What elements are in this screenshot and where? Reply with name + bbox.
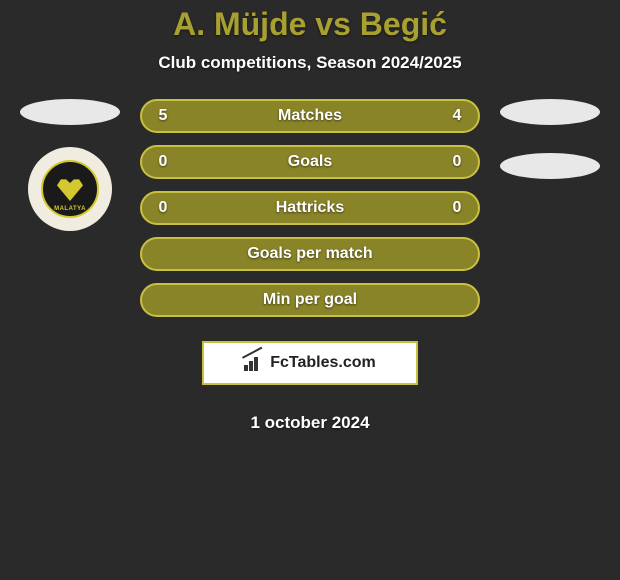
stat-row-min-per-goal: Min per goal (140, 283, 480, 317)
brand-box[interactable]: FcTables.com (202, 341, 418, 385)
player-left-avatar-placeholder (20, 99, 120, 125)
stat-right-value: 0 (450, 199, 464, 217)
player-right-avatar-placeholder (500, 99, 600, 125)
left-player-column: MALATYA (20, 99, 120, 231)
stat-row-hattricks: 0 Hattricks 0 (140, 191, 480, 225)
stat-row-goals-per-match: Goals per match (140, 237, 480, 271)
page-title: A. Müjde vs Begić (0, 6, 620, 43)
brand-label: FcTables.com (270, 354, 376, 372)
subtitle: Club competitions, Season 2024/2025 (0, 53, 620, 73)
club-badge-right-placeholder (500, 153, 600, 179)
date-label: 1 october 2024 (140, 413, 480, 433)
stat-label: Hattricks (170, 199, 450, 217)
stats-center-column: 5 Matches 4 0 Goals 0 0 Hattricks 0 Goal… (140, 99, 480, 433)
stat-label: Matches (170, 107, 450, 125)
stat-left-value: 0 (156, 153, 170, 171)
stat-right-value: 4 (450, 107, 464, 125)
stats-area: MALATYA 5 Matches 4 0 Goals 0 0 Hattrick… (0, 99, 620, 433)
stat-left-value: 5 (156, 107, 170, 125)
stat-right-value: 0 (450, 153, 464, 171)
stat-label: Goals (170, 153, 450, 171)
club-badge-left: MALATYA (28, 147, 112, 231)
stat-row-goals: 0 Goals 0 (140, 145, 480, 179)
club-badge-text: MALATYA (54, 206, 86, 212)
stat-label: Min per goal (156, 291, 464, 309)
chart-bars-icon (244, 355, 264, 371)
stat-row-matches: 5 Matches 4 (140, 99, 480, 133)
right-player-column (500, 99, 600, 179)
club-badge-inner: MALATYA (41, 160, 99, 218)
stat-label: Goals per match (156, 245, 464, 263)
club-badge-heart-icon (57, 177, 83, 201)
stat-left-value: 0 (156, 199, 170, 217)
